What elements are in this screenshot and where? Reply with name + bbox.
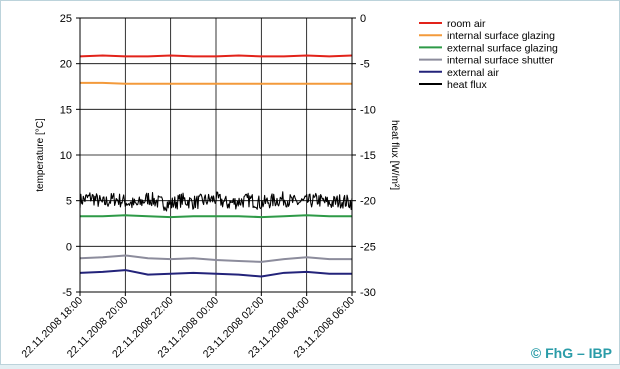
y2-tick-label: 0 [360,13,366,25]
legend-entry: internal surface shutter [447,55,554,67]
legend-entry: external air [447,67,499,79]
y2-tick-label: -30 [360,287,376,299]
series-line-internal-surface-shutter [79,254,352,263]
series-line-room-air [79,54,353,58]
y-tick-label: 15 [60,104,72,116]
right-axis-label: heat flux [W/m²] [389,120,400,190]
legend-entry: internal surface glazing [447,30,555,42]
y-tick-label: 25 [60,13,72,25]
legend-entry: heat flux [447,79,487,91]
grid [80,18,352,292]
series-line-internal-surface-glazing [80,81,352,85]
y-tick-label: 5 [66,196,72,208]
y2-tick-label: -20 [360,196,376,208]
legend-entry: room air [447,18,486,30]
legend-entry: external surface glazing [447,42,558,54]
y-tick-label: -5 [62,287,72,299]
series-lines [79,54,353,278]
series-line-heat-flux [79,191,353,212]
y2-tick-label: -15 [360,150,376,162]
series-line-external-surface-glazing [80,214,352,219]
right-axis-ticks: 0 -5 -10 -15 -20 -25 -30 [352,13,376,299]
series-line-external-air [79,269,352,278]
y-tick-label: 0 [66,241,72,253]
copyright-label: © FhG – IBP [531,345,612,361]
left-axis-ticks: 25 20 15 10 5 0 -5 [60,13,80,299]
y2-tick-label: -5 [360,59,370,71]
y2-tick-label: -10 [360,104,376,116]
left-axis-label: temperature [°C] [35,118,46,192]
y-tick-label: 10 [60,150,72,162]
y2-tick-label: -25 [360,241,376,253]
y-tick-label: 20 [60,59,72,71]
